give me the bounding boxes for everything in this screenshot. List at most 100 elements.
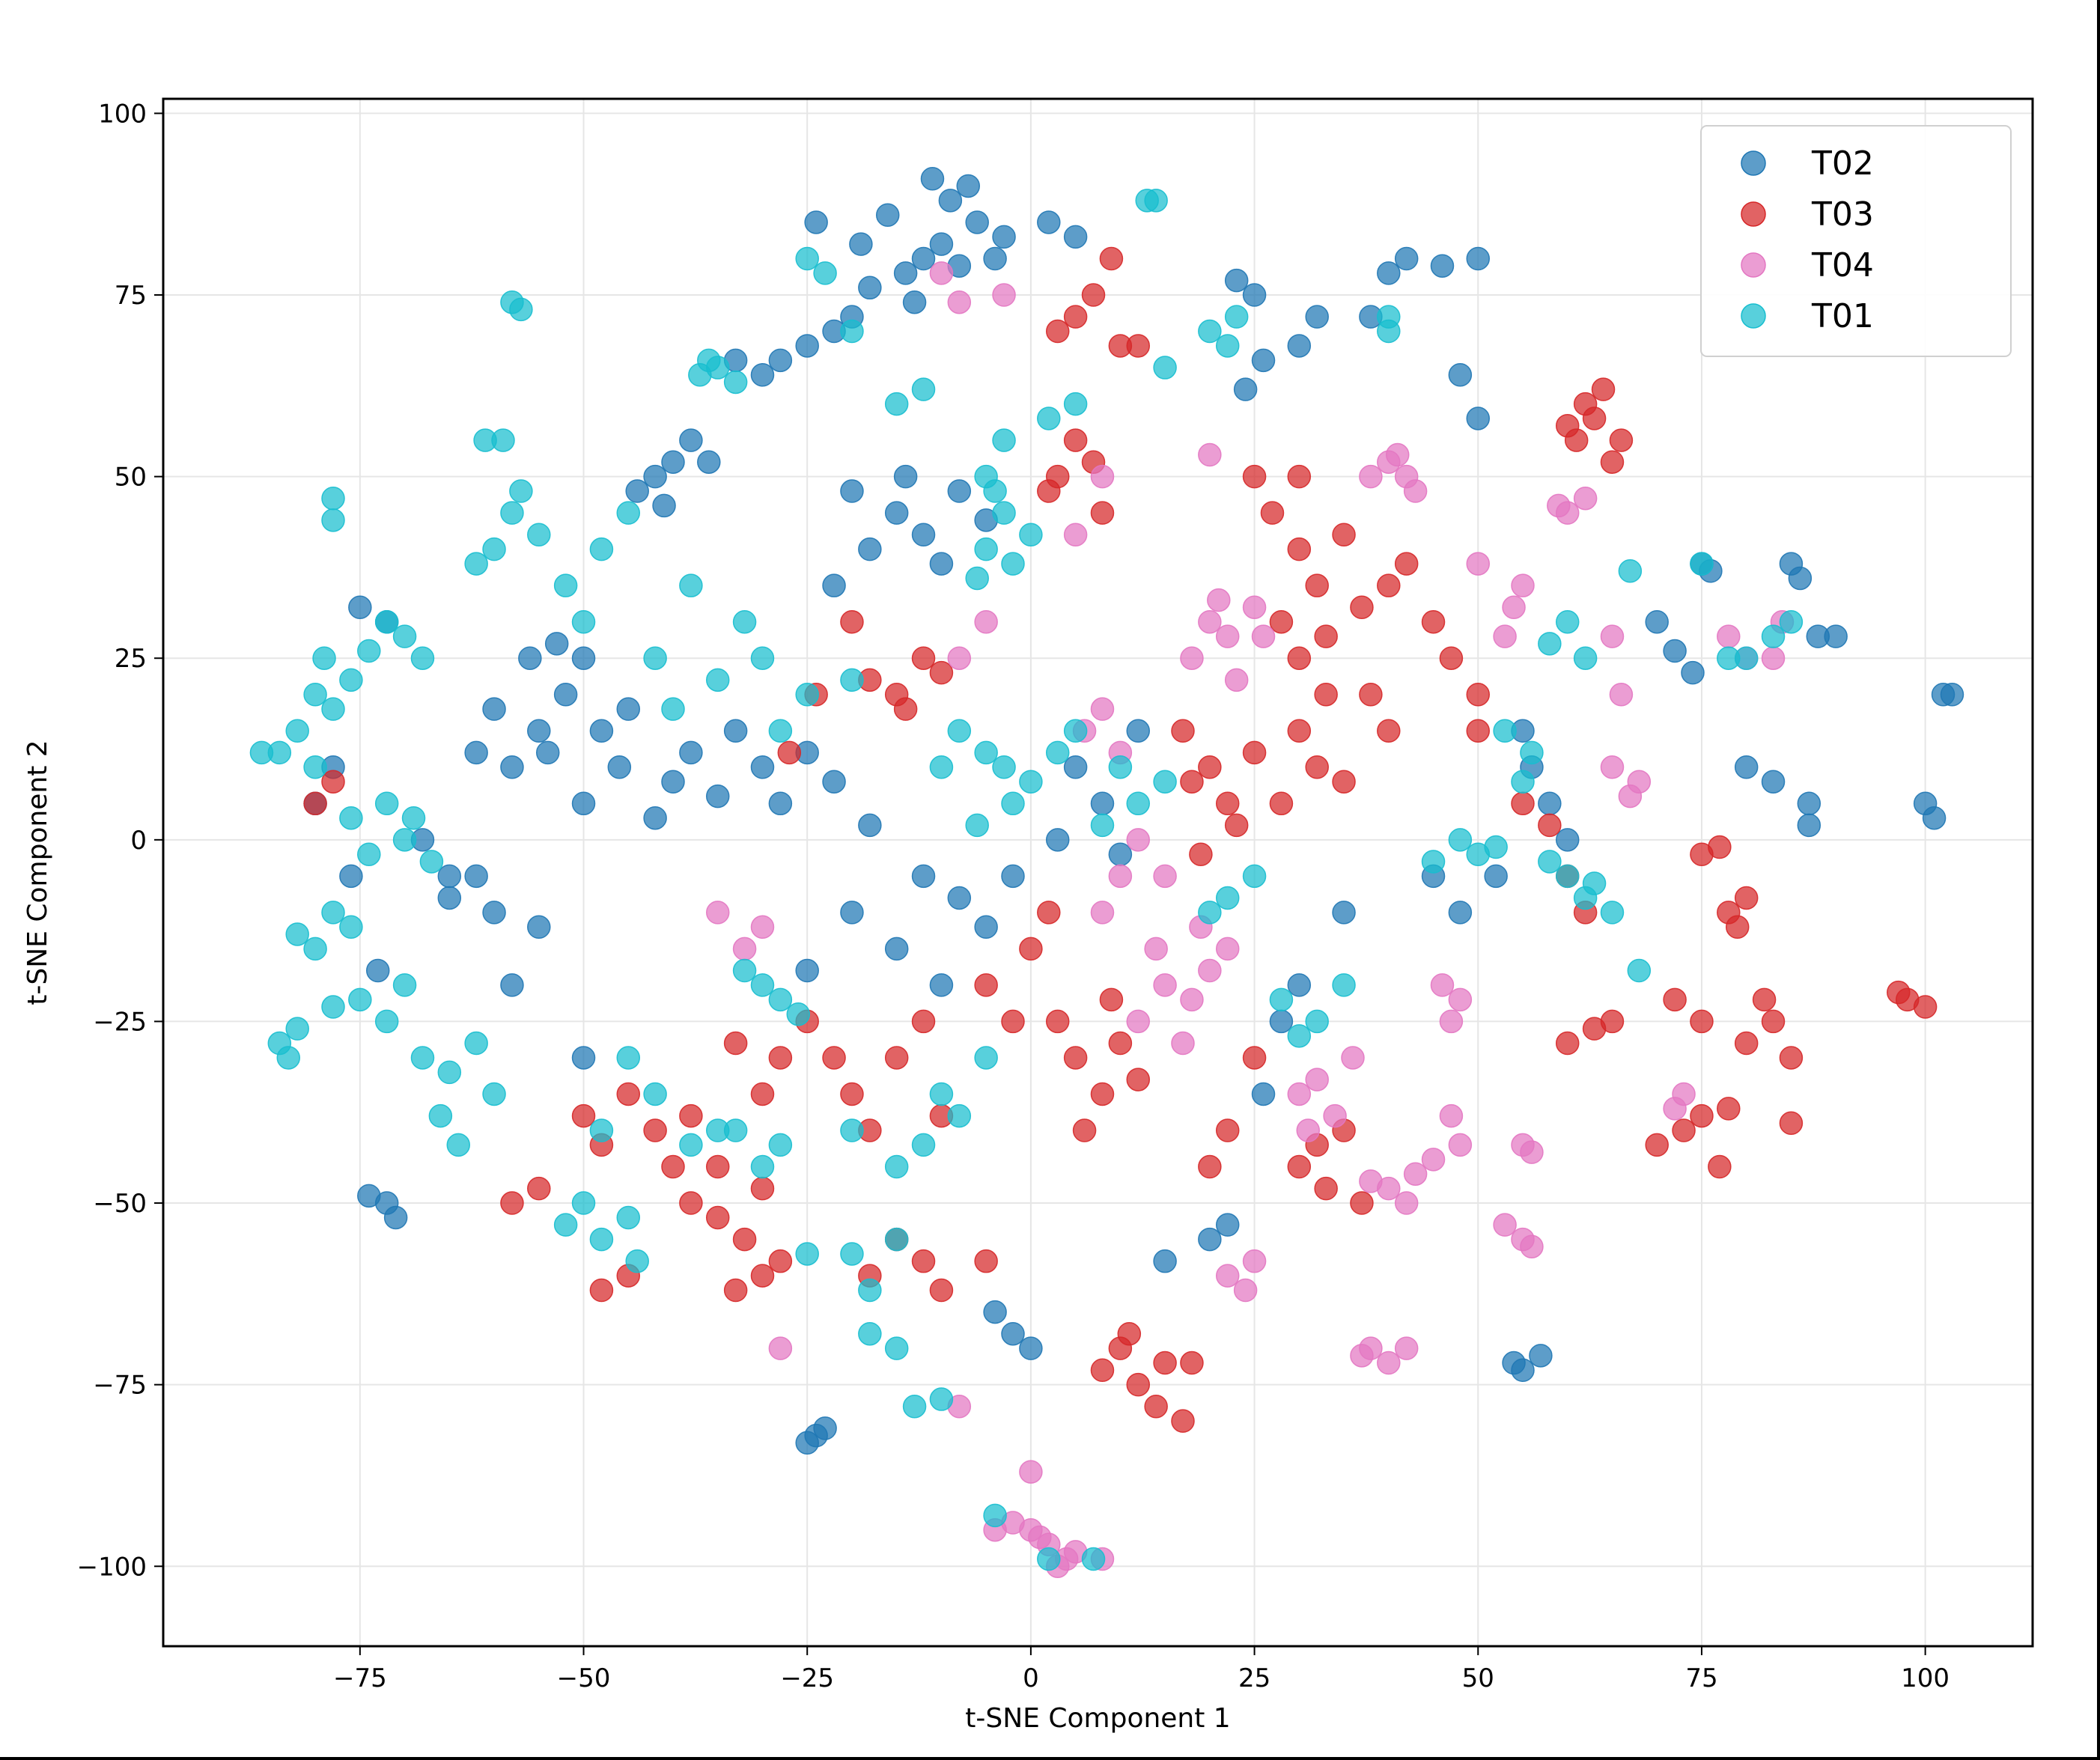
data-point — [884, 937, 909, 961]
data-point — [1081, 1547, 1106, 1571]
data-point — [1215, 1118, 1240, 1142]
data-point — [1350, 1191, 1374, 1215]
data-point — [303, 937, 327, 961]
data-point — [1779, 609, 1804, 634]
legend: T02 T03 T04 T01 — [1700, 125, 2012, 357]
data-point — [1126, 828, 1151, 852]
data-point — [1269, 791, 1294, 816]
data-point — [1511, 791, 1535, 816]
data-point — [625, 479, 649, 503]
data-point — [822, 770, 846, 794]
data-point — [527, 1176, 551, 1201]
data-point — [1520, 740, 1544, 765]
data-point — [705, 1154, 730, 1179]
data-point — [858, 1321, 882, 1346]
data-point — [652, 493, 676, 518]
data-point — [858, 275, 882, 300]
y-tick-label: −100 — [77, 1552, 147, 1582]
data-point — [1180, 646, 1204, 670]
data-point — [392, 828, 417, 852]
data-point — [1466, 406, 1491, 430]
data-point — [974, 1046, 998, 1070]
data-point — [705, 901, 730, 925]
y-tick-label: −75 — [93, 1371, 147, 1401]
data-point — [1394, 246, 1419, 271]
data-point — [875, 203, 900, 228]
y-tick-label: 75 — [115, 281, 147, 311]
data-point — [1403, 1162, 1428, 1186]
data-point — [1582, 406, 1607, 430]
data-point — [768, 1133, 793, 1157]
data-point — [1797, 791, 1821, 816]
data-point — [464, 1031, 488, 1056]
data-point — [1761, 624, 1786, 648]
data-point — [1314, 682, 1338, 707]
data-point — [1466, 246, 1491, 271]
data-point — [947, 646, 972, 670]
data-point — [348, 987, 372, 1012]
data-point — [1493, 1213, 1517, 1237]
data-point — [1538, 850, 1562, 874]
data-point — [1332, 523, 1356, 547]
data-point — [1287, 1024, 1312, 1048]
data-point — [750, 973, 775, 997]
data-point — [1126, 791, 1151, 816]
data-point — [616, 697, 641, 721]
data-point — [1690, 1009, 1714, 1034]
data-point — [929, 973, 954, 997]
data-point — [1448, 901, 1473, 925]
x-tick-label: 50 — [1462, 1663, 1494, 1693]
data-point — [750, 1176, 775, 1201]
data-point — [974, 915, 998, 940]
legend-marker — [1741, 252, 1766, 278]
data-point — [571, 791, 596, 816]
data-point — [571, 609, 596, 634]
data-point — [1045, 740, 1070, 765]
data-point — [884, 1227, 909, 1252]
data-point — [1484, 864, 1508, 889]
data-point — [1761, 770, 1786, 794]
data-point — [1019, 1460, 1043, 1484]
data-point — [1251, 348, 1276, 373]
data-point — [1394, 1191, 1419, 1215]
data-point — [1582, 871, 1607, 895]
data-point — [1001, 1321, 1025, 1346]
data-point — [482, 901, 506, 925]
data-point — [840, 901, 864, 925]
data-point — [1573, 646, 1598, 670]
data-point — [1341, 1046, 1365, 1070]
data-point — [285, 719, 309, 743]
data-point — [1198, 901, 1222, 925]
data-point — [1609, 682, 1634, 707]
data-point — [1180, 1351, 1204, 1375]
data-point — [1037, 1547, 1061, 1571]
data-point — [1171, 1031, 1195, 1056]
data-point — [1090, 501, 1115, 525]
data-point — [1940, 682, 1964, 707]
data-point — [482, 1082, 506, 1106]
data-point — [1296, 1118, 1321, 1142]
y-tick-label: 25 — [115, 644, 147, 674]
data-point — [929, 232, 954, 256]
data-point — [1690, 1103, 1714, 1128]
data-point — [822, 573, 846, 597]
data-point — [1153, 864, 1177, 889]
data-point — [1466, 552, 1491, 576]
data-point — [1171, 1409, 1195, 1433]
data-point — [535, 740, 560, 765]
data-point — [419, 850, 444, 874]
data-point — [768, 791, 793, 816]
data-point — [1063, 755, 1088, 779]
data-point — [732, 1227, 757, 1252]
data-point — [983, 246, 1007, 271]
data-point — [974, 973, 998, 997]
data-point — [911, 523, 936, 547]
x-tick-label: 100 — [1901, 1663, 1950, 1693]
data-point — [464, 552, 488, 576]
data-point — [992, 428, 1016, 452]
data-point — [1108, 842, 1133, 866]
data-point — [321, 995, 345, 1019]
data-point — [849, 232, 873, 256]
data-point — [1529, 1344, 1553, 1368]
data-point — [1287, 1082, 1312, 1106]
